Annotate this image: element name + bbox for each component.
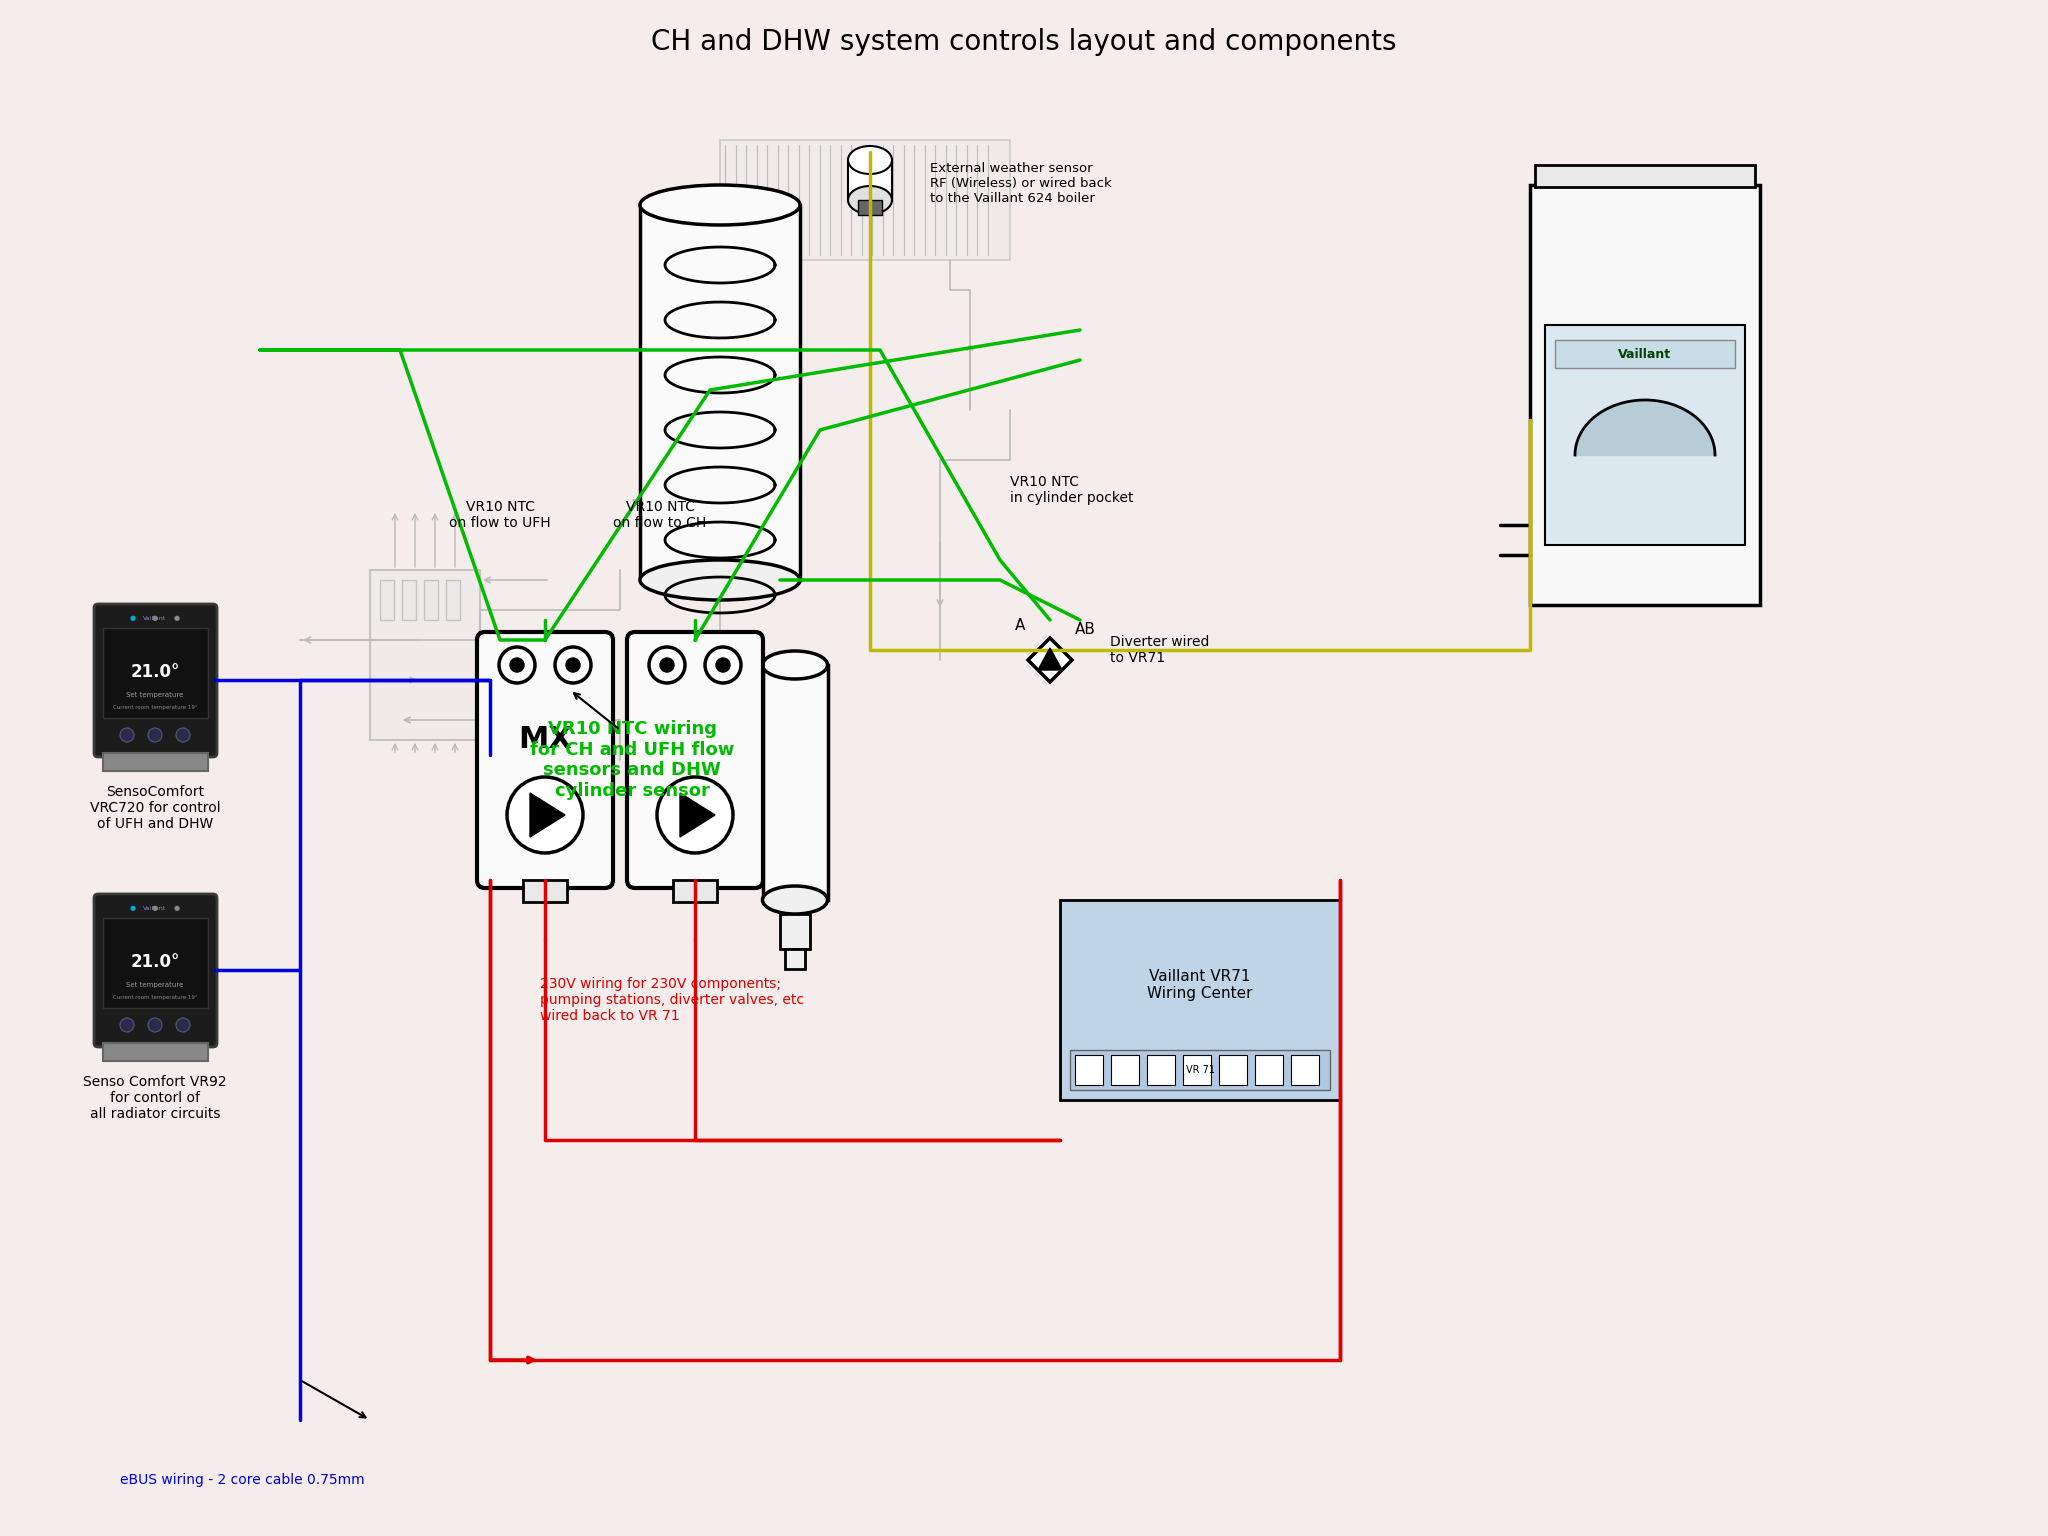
- Polygon shape: [680, 793, 715, 837]
- Bar: [522, 880, 567, 902]
- Text: Current room temperature 19°: Current room temperature 19°: [113, 994, 197, 1000]
- Text: 21.0°: 21.0°: [131, 664, 180, 680]
- Text: eBUS wiring - 2 core cable 0.75mm: eBUS wiring - 2 core cable 0.75mm: [121, 1473, 365, 1487]
- Circle shape: [555, 647, 592, 684]
- Text: 21.0°: 21.0°: [131, 952, 180, 971]
- Bar: [1110, 1055, 1139, 1084]
- Ellipse shape: [639, 561, 801, 601]
- Polygon shape: [530, 793, 565, 837]
- Text: Vaillant: Vaillant: [143, 616, 166, 621]
- Circle shape: [705, 647, 741, 684]
- Text: ●: ●: [152, 905, 158, 911]
- Bar: [401, 581, 416, 621]
- Circle shape: [659, 657, 674, 673]
- Ellipse shape: [848, 186, 893, 214]
- Bar: [371, 570, 479, 740]
- Circle shape: [147, 728, 162, 742]
- Text: Diverter wired
to VR71: Diverter wired to VR71: [1110, 634, 1210, 665]
- Text: ●: ●: [174, 905, 180, 911]
- Text: VR10 NTC wiring
for CH and UFH flow
sensors and DHW
cylinder sensor: VR10 NTC wiring for CH and UFH flow sens…: [530, 720, 735, 800]
- Bar: [848, 160, 893, 200]
- Text: External weather sensor
RF (Wireless) or wired back
to the Vaillant 624 boiler: External weather sensor RF (Wireless) or…: [930, 161, 1112, 204]
- Text: ●: ●: [152, 614, 158, 621]
- Ellipse shape: [848, 146, 893, 174]
- Bar: [721, 140, 1010, 260]
- Bar: [1184, 1055, 1210, 1084]
- Text: Vaillant: Vaillant: [143, 906, 166, 911]
- Circle shape: [565, 657, 580, 673]
- Text: AB: AB: [1075, 622, 1096, 637]
- Bar: [1290, 1055, 1319, 1084]
- Text: Set temperature: Set temperature: [127, 982, 184, 988]
- Bar: [1069, 1051, 1329, 1091]
- Bar: [639, 204, 801, 581]
- Text: ●: ●: [129, 905, 135, 911]
- Text: ●: ●: [129, 614, 135, 621]
- Ellipse shape: [639, 184, 801, 224]
- Polygon shape: [1038, 648, 1063, 670]
- Circle shape: [121, 1018, 133, 1032]
- Text: A: A: [1016, 617, 1026, 633]
- Bar: [102, 753, 209, 771]
- Circle shape: [649, 647, 684, 684]
- Bar: [1255, 1055, 1282, 1084]
- Circle shape: [717, 657, 729, 673]
- Text: VR10 NTC
on flow to CH: VR10 NTC on flow to CH: [612, 499, 707, 530]
- Bar: [780, 914, 811, 949]
- Text: 230V wiring for 230V components;
pumping stations, diverter valves, etc
wired ba: 230V wiring for 230V components; pumping…: [541, 977, 805, 1023]
- Bar: [1544, 326, 1745, 545]
- FancyBboxPatch shape: [94, 604, 217, 757]
- Text: CH and DHW system controls layout and components: CH and DHW system controls layout and co…: [651, 28, 1397, 55]
- Circle shape: [508, 777, 584, 852]
- Bar: [1219, 1055, 1247, 1084]
- Bar: [381, 581, 393, 621]
- Ellipse shape: [762, 651, 827, 679]
- Bar: [1147, 1055, 1176, 1084]
- Text: Current room temperature 19°: Current room temperature 19°: [113, 705, 197, 710]
- Bar: [446, 581, 461, 621]
- FancyBboxPatch shape: [94, 894, 217, 1048]
- Text: Vaillant: Vaillant: [1618, 347, 1671, 361]
- Bar: [1061, 900, 1339, 1100]
- Text: MX: MX: [518, 725, 571, 754]
- Circle shape: [510, 657, 524, 673]
- Text: ●: ●: [174, 614, 180, 621]
- Text: VR10 NTC
on flow to UFH: VR10 NTC on flow to UFH: [449, 499, 551, 530]
- Bar: [784, 949, 805, 969]
- Circle shape: [147, 1018, 162, 1032]
- Bar: [102, 628, 209, 717]
- Bar: [1530, 184, 1759, 605]
- Circle shape: [500, 647, 535, 684]
- Bar: [1075, 1055, 1104, 1084]
- Polygon shape: [1028, 637, 1071, 682]
- Text: Set temperature: Set temperature: [127, 693, 184, 697]
- Bar: [1554, 339, 1735, 369]
- Text: VR10 NTC
in cylinder pocket: VR10 NTC in cylinder pocket: [1010, 475, 1133, 505]
- Circle shape: [657, 777, 733, 852]
- Text: Vaillant VR71
Wiring Center: Vaillant VR71 Wiring Center: [1147, 969, 1253, 1001]
- Bar: [102, 919, 209, 1008]
- Circle shape: [176, 728, 190, 742]
- Bar: [764, 665, 827, 900]
- Bar: [424, 581, 438, 621]
- Text: SensoComfort
VRC720 for control
of UFH and DHW: SensoComfort VRC720 for control of UFH a…: [90, 785, 221, 831]
- Circle shape: [176, 1018, 190, 1032]
- Bar: [102, 1043, 209, 1061]
- FancyBboxPatch shape: [477, 631, 612, 888]
- Text: Senso Comfort VR92
for contorl of
all radiator circuits: Senso Comfort VR92 for contorl of all ra…: [84, 1075, 227, 1121]
- Circle shape: [121, 728, 133, 742]
- Bar: [858, 200, 883, 215]
- Text: VR 71: VR 71: [1186, 1064, 1214, 1075]
- FancyBboxPatch shape: [627, 631, 764, 888]
- Bar: [1536, 164, 1755, 187]
- Ellipse shape: [762, 886, 827, 914]
- Bar: [674, 880, 717, 902]
